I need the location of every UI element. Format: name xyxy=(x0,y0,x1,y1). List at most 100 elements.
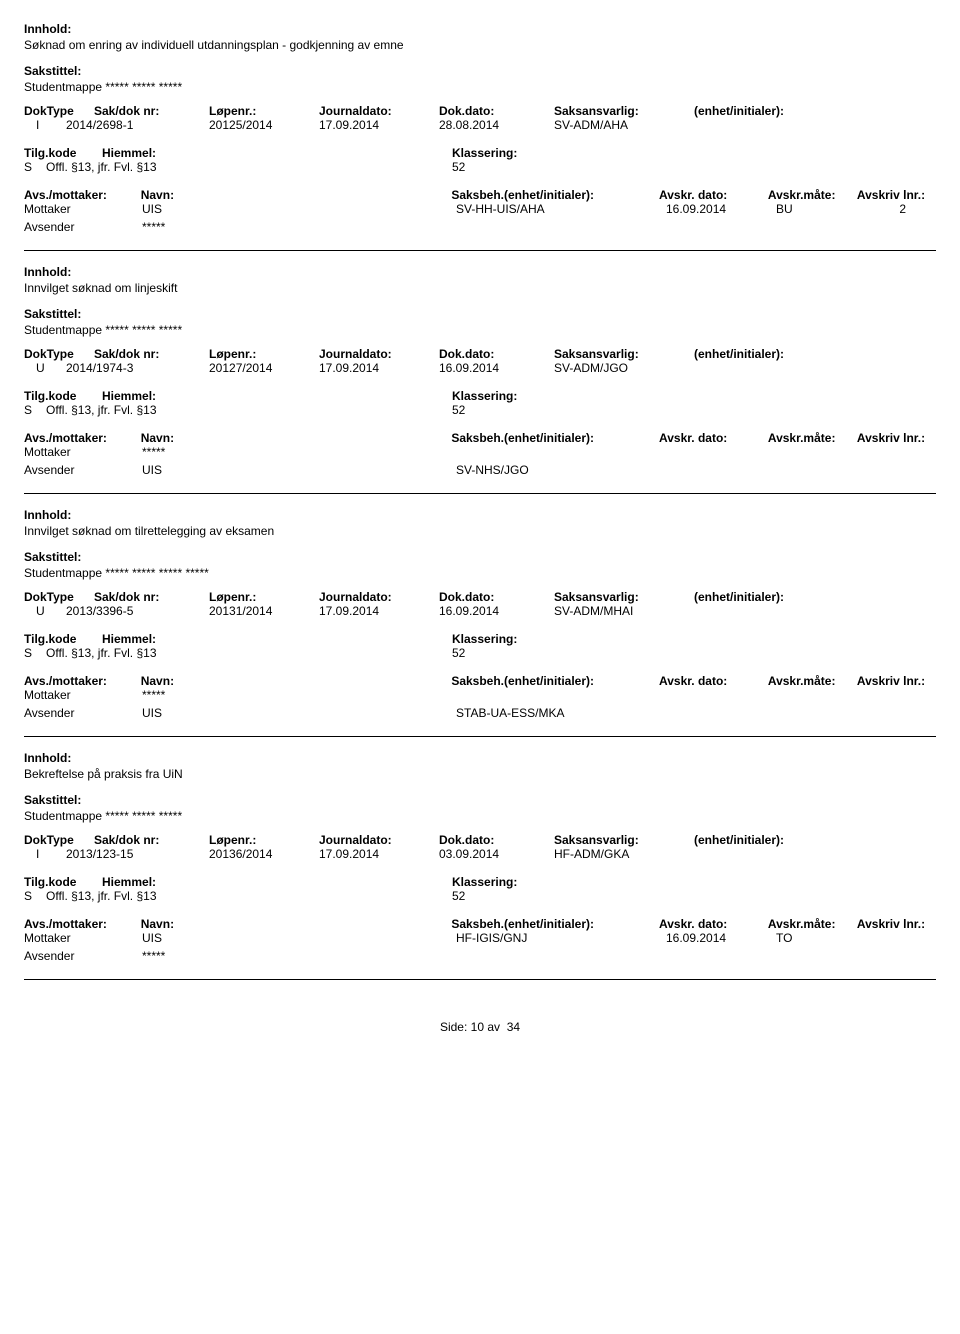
avskrmate-label: Avskr.måte: xyxy=(768,674,857,688)
enhet-label: (enhet/initialer): xyxy=(694,104,834,118)
innhold-label: Innhold: xyxy=(24,265,936,279)
lopenr-label: Løpenr.: xyxy=(209,104,319,118)
journal-listing: Innhold: Søknad om enring av individuell … xyxy=(24,22,936,980)
avsmottaker-label: Avs./mottaker: xyxy=(24,431,141,445)
avsmottaker-label: Avs./mottaker: xyxy=(24,674,141,688)
avskrmate-label: Avskr.måte: xyxy=(768,188,857,202)
tilgkode-label: Tilg.kode xyxy=(24,146,102,160)
doktype-label: DokType xyxy=(24,590,94,604)
party-navn: ***** xyxy=(142,445,456,459)
navn-label: Navn: xyxy=(141,431,452,445)
saksansvarlig-value: SV-ADM/AHA xyxy=(554,118,694,132)
party-navn: ***** xyxy=(142,688,456,702)
enhet-label: (enhet/initialer): xyxy=(694,590,834,604)
avskrlnr-label: Avskriv lnr.: xyxy=(857,917,936,931)
tilgkode-label: Tilg.kode xyxy=(24,875,102,889)
access-value-row: SOffl. §13, jfr. Fvl. §1352 xyxy=(24,889,936,903)
innhold-value: Søknad om enring av individuell utdannin… xyxy=(24,38,936,52)
journal-record: Innhold:Innvilget søknad om linjeskiftSa… xyxy=(24,265,936,481)
avskrlnr-label: Avskriv lnr.: xyxy=(857,674,936,688)
dokdato-value: 16.09.2014 xyxy=(439,361,554,375)
access-value-row: SOffl. §13, jfr. Fvl. §1352 xyxy=(24,403,936,417)
klassering-value: 52 xyxy=(452,889,572,903)
doc-value-row: I2013/123-1520136/201417.09.201403.09.20… xyxy=(24,847,936,861)
party-navn: UIS xyxy=(142,931,456,945)
sakdok-label: Sak/dok nr: xyxy=(94,590,209,604)
party-avskrlnr: 2 xyxy=(826,202,926,216)
navn-label: Navn: xyxy=(141,917,452,931)
party-header-row: Avs./mottaker:Navn:Saksbeh.(enhet/initia… xyxy=(24,674,936,688)
party-header-row: Avs./mottaker:Navn:Saksbeh.(enhet/initia… xyxy=(24,188,936,202)
avsmottaker-label: Avs./mottaker: xyxy=(24,917,141,931)
party-saksbeh: SV-HH-UIS/AHA xyxy=(456,202,666,216)
party-header-row: Avs./mottaker:Navn:Saksbeh.(enhet/initia… xyxy=(24,431,936,445)
access-value-row: SOffl. §13, jfr. Fvl. §1352 xyxy=(24,160,936,174)
party-header-row: Avs./mottaker:Navn:Saksbeh.(enhet/initia… xyxy=(24,917,936,931)
dokdato-label: Dok.dato: xyxy=(439,590,554,604)
journaldato-value: 17.09.2014 xyxy=(319,118,439,132)
tilgkode-value: S xyxy=(24,160,46,174)
party-row: Avsender***** xyxy=(24,220,936,234)
dokdato-label: Dok.dato: xyxy=(439,833,554,847)
party-role: Mottaker xyxy=(24,931,142,945)
hjemmel-label: Hiemmel: xyxy=(102,632,452,646)
saksansvarlig-label: Saksansvarlig: xyxy=(554,347,694,361)
party-role: Mottaker xyxy=(24,445,142,459)
innhold-label: Innhold: xyxy=(24,508,936,522)
sakdok-value: 2014/2698-1 xyxy=(66,118,209,132)
party-saksbeh: SV-NHS/JGO xyxy=(456,463,666,477)
lopenr-label: Løpenr.: xyxy=(209,347,319,361)
page-footer: Side: 10 av 34 xyxy=(24,1020,936,1034)
party-avskrdato: 16.09.2014 xyxy=(666,931,776,945)
journal-record: Innhold:Bekreftelse på praksis fra UiNSa… xyxy=(24,751,936,967)
enhet-label: (enhet/initialer): xyxy=(694,347,834,361)
sakdok-label: Sak/dok nr: xyxy=(94,104,209,118)
party-row: Mottaker***** xyxy=(24,445,936,459)
avskrmate-label: Avskr.måte: xyxy=(768,431,857,445)
dokdato-value: 16.09.2014 xyxy=(439,604,554,618)
saksansvarlig-value: SV-ADM/MHAI xyxy=(554,604,694,618)
journaldato-label: Journaldato: xyxy=(319,590,439,604)
saksbeh-label: Saksbeh.(enhet/initialer): xyxy=(451,917,659,931)
saksbeh-label: Saksbeh.(enhet/initialer): xyxy=(451,674,659,688)
doc-value-row: U2013/3396-520131/201417.09.201416.09.20… xyxy=(24,604,936,618)
party-row: AvsenderUISSTAB-UA-ESS/MKA xyxy=(24,706,936,720)
doc-value-row: I2014/2698-120125/201417.09.201428.08.20… xyxy=(24,118,936,132)
party-role: Avsender xyxy=(24,463,142,477)
av-label: av xyxy=(487,1020,500,1034)
dokdato-label: Dok.dato: xyxy=(439,104,554,118)
avskrmate-label: Avskr.måte: xyxy=(768,917,857,931)
hjemmel-label: Hiemmel: xyxy=(102,389,452,403)
avskrlnr-label: Avskriv lnr.: xyxy=(857,431,936,445)
lopenr-label: Løpenr.: xyxy=(209,590,319,604)
party-navn: ***** xyxy=(142,220,456,234)
record-separator xyxy=(24,736,936,737)
journal-record: Innhold:Innvilget søknad om tilrettelegg… xyxy=(24,508,936,724)
tilgkode-value: S xyxy=(24,889,46,903)
party-navn: UIS xyxy=(142,202,456,216)
doktype-label: DokType xyxy=(24,104,94,118)
klassering-value: 52 xyxy=(452,646,572,660)
party-saksbeh: STAB-UA-ESS/MKA xyxy=(456,706,666,720)
party-saksbeh: HF-IGIS/GNJ xyxy=(456,931,666,945)
lopenr-label: Løpenr.: xyxy=(209,833,319,847)
tilgkode-value: S xyxy=(24,646,46,660)
tilgkode-value: S xyxy=(24,403,46,417)
party-avskrmate: TO xyxy=(776,931,826,945)
doktype-value: U xyxy=(24,604,66,618)
party-row: Avsender***** xyxy=(24,949,936,963)
party-role: Avsender xyxy=(24,949,142,963)
navn-label: Navn: xyxy=(141,188,452,202)
doktype-value: I xyxy=(24,118,66,132)
klassering-label: Klassering: xyxy=(452,875,572,889)
sakdok-value: 2013/123-15 xyxy=(66,847,209,861)
hjemmel-value: Offl. §13, jfr. Fvl. §13 xyxy=(46,889,452,903)
sakstittel-value: Studentmappe ***** ***** ***** xyxy=(24,323,936,337)
doc-header-row: DokTypeSak/dok nr:Løpenr.:Journaldato:Do… xyxy=(24,347,936,361)
record-separator xyxy=(24,250,936,251)
journaldato-label: Journaldato: xyxy=(319,104,439,118)
party-row: Mottaker***** xyxy=(24,688,936,702)
tilgkode-label: Tilg.kode xyxy=(24,632,102,646)
party-row: AvsenderUISSV-NHS/JGO xyxy=(24,463,936,477)
journaldato-label: Journaldato: xyxy=(319,833,439,847)
